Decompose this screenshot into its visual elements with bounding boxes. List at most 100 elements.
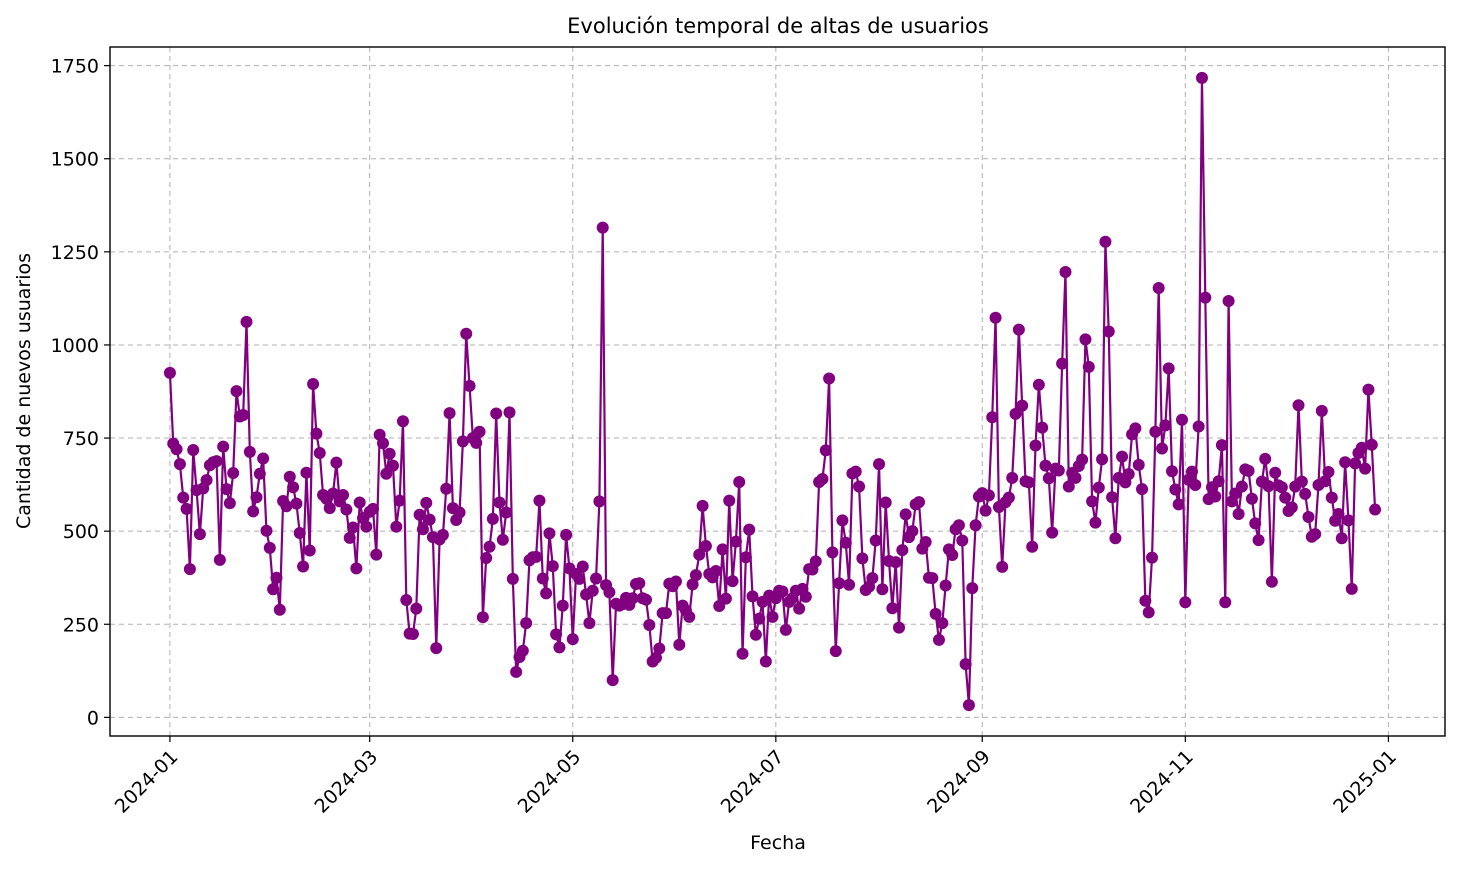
data-point xyxy=(516,644,529,657)
data-point xyxy=(1299,487,1312,500)
data-point xyxy=(1192,420,1205,433)
y-tick-label: 1250 xyxy=(51,242,99,264)
data-point xyxy=(1335,532,1348,545)
x-axis-label: Fecha xyxy=(750,832,806,854)
data-point xyxy=(1245,492,1258,505)
data-point xyxy=(360,520,373,533)
data-point xyxy=(493,496,506,509)
data-point xyxy=(347,521,360,534)
data-point xyxy=(1369,503,1382,516)
x-axis-ticks: 2024-01 2024-03 2024-05 2024-07 2024-09 2024-… xyxy=(111,736,1401,818)
data-point xyxy=(383,447,396,460)
data-point xyxy=(779,623,792,636)
y-tick-label: 1500 xyxy=(51,149,99,171)
data-point xyxy=(1265,575,1278,588)
data-point xyxy=(1022,476,1035,489)
data-point xyxy=(1172,498,1185,511)
data-point xyxy=(1146,551,1159,564)
data-point xyxy=(536,572,549,585)
data-point xyxy=(1189,478,1202,491)
data-point xyxy=(453,506,466,519)
data-point xyxy=(210,455,223,468)
data-point xyxy=(1295,475,1308,488)
data-point xyxy=(1235,480,1248,493)
data-point xyxy=(247,505,260,518)
data-point xyxy=(1132,458,1145,471)
data-point xyxy=(873,458,886,471)
data-point xyxy=(1232,508,1245,521)
y-tick-label: 1750 xyxy=(51,56,99,78)
data-point xyxy=(576,560,589,573)
data-point xyxy=(1152,281,1165,294)
data-point xyxy=(200,474,213,487)
data-point xyxy=(1249,517,1262,530)
data-point xyxy=(1275,481,1288,494)
data-point xyxy=(1162,362,1175,375)
data-point xyxy=(939,579,952,592)
data-point xyxy=(893,621,906,634)
data-point xyxy=(1069,471,1082,484)
data-point xyxy=(593,495,606,508)
data-point xyxy=(643,619,656,632)
data-point xyxy=(709,565,722,578)
data-point xyxy=(170,443,183,456)
data-point xyxy=(290,497,303,510)
data-point xyxy=(849,465,862,478)
data-point xyxy=(386,459,399,472)
data-point xyxy=(423,513,436,526)
data-point xyxy=(1042,472,1055,485)
data-point xyxy=(1006,471,1019,484)
data-point xyxy=(263,541,276,554)
data-point xyxy=(919,535,932,548)
data-point xyxy=(470,436,483,449)
data-point xyxy=(1242,464,1255,477)
data-point xyxy=(1332,508,1345,521)
data-point xyxy=(416,523,429,536)
data-point xyxy=(483,540,496,553)
data-point xyxy=(699,540,712,553)
data-point xyxy=(410,602,423,615)
data-point xyxy=(596,221,609,234)
data-point xyxy=(1062,480,1075,493)
data-point xyxy=(520,617,533,630)
data-point xyxy=(1159,419,1172,432)
data-point xyxy=(586,584,599,597)
data-point xyxy=(753,612,766,625)
data-point xyxy=(833,577,846,590)
data-point xyxy=(227,467,240,480)
data-point xyxy=(313,446,326,459)
data-point xyxy=(340,503,353,516)
data-point xyxy=(1016,399,1029,412)
data-point xyxy=(560,528,573,541)
data-point xyxy=(1036,421,1049,434)
data-point xyxy=(1319,475,1332,488)
data-point xyxy=(1325,491,1338,504)
data-point xyxy=(879,496,892,509)
data-point xyxy=(460,327,473,340)
data-point xyxy=(1122,468,1135,481)
data-point xyxy=(1262,480,1275,493)
data-point xyxy=(1302,511,1315,524)
data-point xyxy=(696,499,709,512)
data-point xyxy=(1092,481,1105,494)
x-tick-label: 2024-03 xyxy=(311,746,383,818)
data-point xyxy=(173,458,186,471)
data-point xyxy=(1029,439,1042,452)
data-point xyxy=(683,610,696,623)
data-point xyxy=(633,577,646,590)
data-point xyxy=(550,628,563,641)
data-point xyxy=(283,470,296,483)
data-point xyxy=(869,534,882,547)
data-point xyxy=(866,572,879,585)
data-point xyxy=(823,372,836,385)
data-point xyxy=(1195,71,1208,84)
data-point xyxy=(989,311,1002,324)
data-point xyxy=(1142,606,1155,619)
data-point xyxy=(1059,265,1072,278)
data-point xyxy=(330,456,343,469)
data-point xyxy=(649,651,662,664)
data-point xyxy=(463,379,476,392)
data-point xyxy=(1099,235,1112,248)
data-point xyxy=(733,476,746,488)
data-point xyxy=(719,592,732,605)
